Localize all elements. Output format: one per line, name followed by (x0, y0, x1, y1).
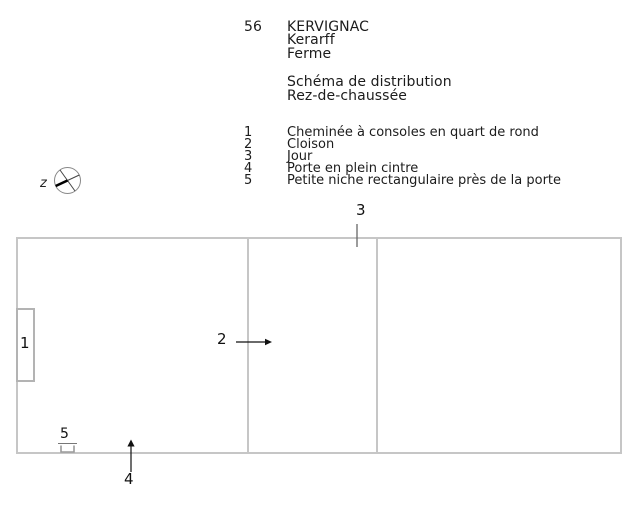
scheme-title: Schéma de distribution Rez-de-chaussée (287, 74, 452, 104)
legend-label: Cheminée à consoles en quart de rond (287, 125, 539, 140)
niche-symbol (60, 445, 75, 453)
legend-number: 3 (244, 148, 253, 164)
door-arrow (127, 439, 135, 472)
legend-label: Cloison (287, 136, 335, 152)
compass-direction-label: z (40, 176, 47, 191)
legend: 1 Cheminée à consoles en quart de rond 2… (244, 125, 562, 188)
compass-icon (54, 167, 81, 194)
partition-arrow (236, 338, 272, 346)
legend-item-2: 2 Cloison (244, 136, 561, 152)
scheme-title-line1: Schéma de distribution (287, 74, 452, 90)
legend-number: 5 (244, 172, 253, 188)
legend-item-5: 5 Petite niche rectangulaire près de la … (244, 172, 562, 188)
building-type: Ferme (287, 45, 332, 62)
scheme-title-line2: Rez-de-chaussée (287, 87, 408, 104)
plan-label-niche: 5 (60, 426, 69, 442)
place-name: Kerarff (287, 32, 335, 49)
legend-number: 4 (244, 160, 253, 176)
document-header: 56 KERVIGNAC Kerarff Ferme (244, 19, 370, 62)
plan-label-door: 4 (124, 470, 134, 488)
legend-label: Jour (287, 148, 313, 164)
compass-north-arm (55, 179, 69, 188)
plan-label-chimney: 1 (20, 334, 30, 352)
plan-label-opening: 3 (356, 201, 366, 219)
inventory-number: 56 (244, 19, 263, 35)
compass-circle (54, 167, 81, 194)
legend-number: 2 (244, 136, 253, 152)
legend-item-4: 4 Porte en plein cintre (244, 160, 561, 176)
legend-label: Porte en plein cintre (287, 160, 419, 176)
plan-label-partition: 2 (217, 330, 227, 348)
legend-item-1: 1 Cheminée à consoles en quart de rond (244, 125, 561, 140)
chimney-rect (16, 308, 35, 382)
header-title-row: 56 KERVIGNAC (244, 19, 370, 35)
legend-item-3: 3 Jour (244, 148, 561, 164)
commune-name: KERVIGNAC (287, 19, 370, 35)
legend-number: 1 (244, 125, 253, 140)
legend-label: Petite niche rectangulaire près de la po… (287, 172, 562, 188)
plan-outline (16, 237, 622, 454)
